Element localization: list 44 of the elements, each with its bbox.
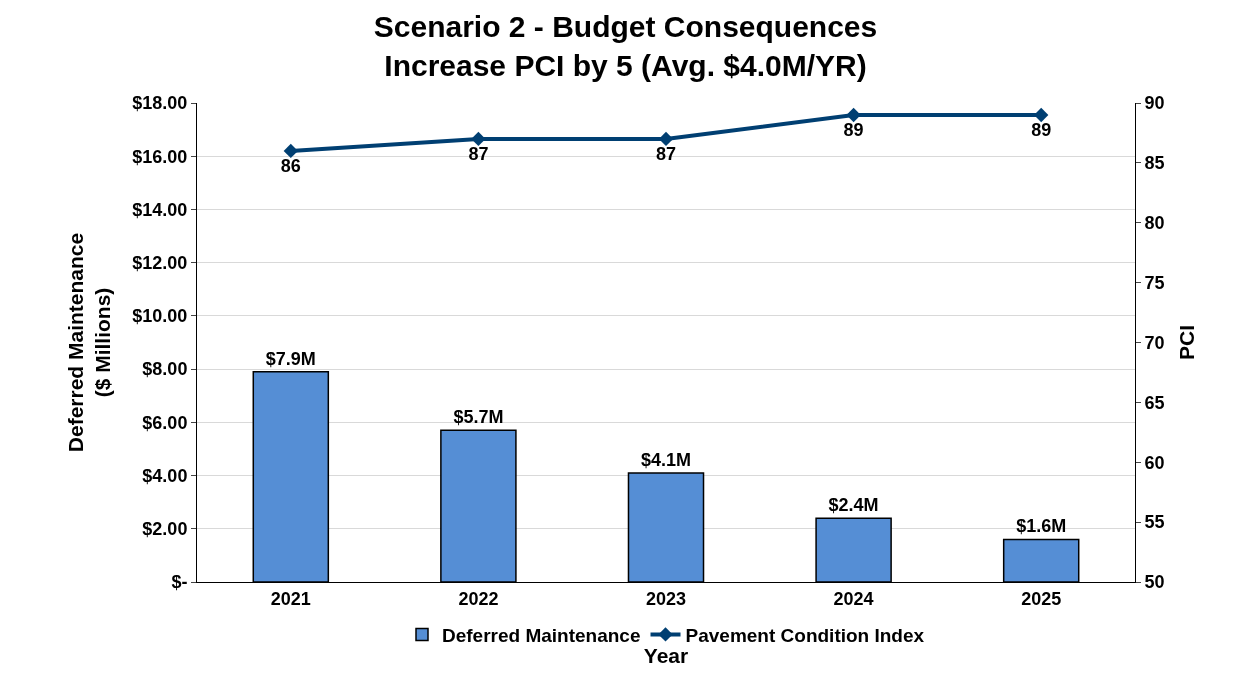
data-label: 86 — [280, 156, 301, 177]
y-tick-label: $18.00 — [132, 93, 188, 114]
data-label: $1.6M — [1016, 516, 1067, 537]
y2-tick-label: 65 — [1144, 392, 1165, 413]
legend-label: Deferred Maintenance — [442, 624, 641, 646]
data-label: $7.9M — [265, 348, 316, 369]
data-label: 89 — [1031, 120, 1052, 141]
y-tick-label: $14.00 — [132, 199, 188, 220]
y-tick-label: $12.00 — [132, 252, 188, 273]
data-label: 89 — [843, 120, 864, 141]
y2-axis-title: PCI — [1174, 324, 1198, 361]
x-tick-label: 2022 — [458, 588, 499, 609]
point — [471, 131, 486, 147]
y-axis-title: Deferred Maintenance ($ Millions) — [64, 232, 115, 453]
x-axis-title: Year — [643, 643, 689, 667]
y-tick-label: $6.00 — [142, 412, 188, 433]
chart-title: Scenario 2 - Budget Consequences Increase PCI by 5 (Avg. $4.0M/YR) — [373, 10, 878, 83]
data-label: 87 — [655, 144, 677, 165]
y2-tick-label: 70 — [1144, 332, 1165, 353]
y-tick-label: $16.00 — [132, 146, 188, 167]
data-label: $5.7M — [453, 407, 504, 428]
x-tick-label: 2023 — [645, 588, 687, 609]
data-label: $4.1M — [640, 449, 692, 470]
y-tick-label: $- — [171, 572, 188, 593]
point — [283, 143, 298, 159]
y2-tick-label: 50 — [1144, 572, 1165, 593]
y2-tick-label: 75 — [1144, 272, 1165, 293]
y2-tick-label: 60 — [1144, 452, 1165, 473]
point — [846, 107, 861, 123]
x-tick-label: 2025 — [1021, 588, 1062, 609]
data-label: $2.4M — [828, 495, 879, 516]
y-tick-label: $2.00 — [142, 519, 188, 540]
y2-tick-label: 55 — [1144, 512, 1165, 533]
y2-tick-label: 90 — [1144, 93, 1165, 114]
y2-tick-label: 80 — [1144, 213, 1165, 234]
y-tick-label: $4.00 — [142, 465, 188, 486]
x-tick-label: 2021 — [270, 588, 311, 609]
x-tick-label: 2024 — [833, 588, 874, 609]
data-label: 87 — [468, 144, 489, 165]
y2-tick-label: 85 — [1144, 153, 1165, 174]
y-tick-label: $10.00 — [132, 306, 188, 327]
y-tick-label: $8.00 — [142, 359, 188, 380]
point — [1034, 107, 1049, 123]
legend-label: Pavement Condition Index — [685, 624, 925, 646]
